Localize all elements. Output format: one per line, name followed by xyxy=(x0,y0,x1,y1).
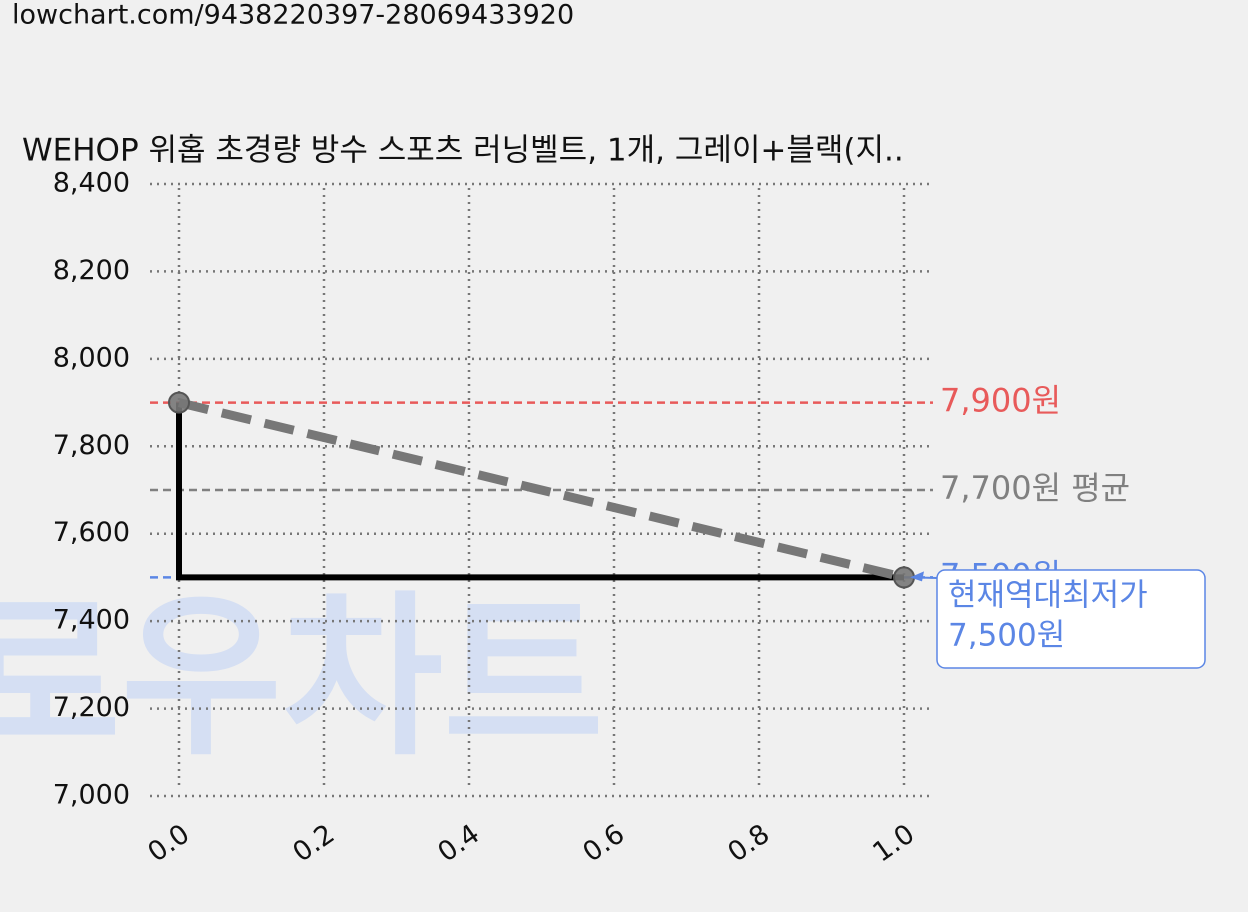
y-tick-label: 8,400 xyxy=(53,168,130,199)
source-url: lowchart.com/9438220397-28069433920 xyxy=(12,0,574,31)
point-marker xyxy=(168,391,190,414)
x-tick-label: 0.0 xyxy=(142,818,195,868)
y-tick-label: 7,600 xyxy=(53,517,130,548)
price-line xyxy=(176,402,904,581)
watermark: 로우차트 xyxy=(0,577,604,780)
reference-label: 7,900원 xyxy=(940,382,1061,420)
trend-line xyxy=(177,398,906,582)
annotation-box xyxy=(936,569,1206,669)
chart-title: WEHOP 위홉 초경량 방수 스포츠 러닝벨트, 1개, 그레이+블랙(지.. xyxy=(22,133,904,169)
x-tick-label: 0.2 xyxy=(287,818,340,868)
x-tick-label: 0.6 xyxy=(577,818,630,868)
y-tick-label: 7,000 xyxy=(53,780,130,811)
y-tick-label: 7,800 xyxy=(53,430,130,461)
y-tick-label: 7,200 xyxy=(53,692,130,723)
y-tick-label: 8,200 xyxy=(53,255,130,286)
annotation-arrowhead xyxy=(910,571,924,582)
y-tick-label: 8,000 xyxy=(53,342,130,373)
annotation-text: 7,500원 xyxy=(948,618,1065,654)
x-tick-label: 1.0 xyxy=(867,818,920,868)
x-tick-label: 0.8 xyxy=(722,818,775,868)
reference-label: 7,700원 평균 xyxy=(940,469,1130,507)
y-tick-label: 7,400 xyxy=(53,605,130,636)
x-tick-label: 0.4 xyxy=(432,818,485,868)
annotation-text: 현재역대최저가 xyxy=(948,578,1148,614)
